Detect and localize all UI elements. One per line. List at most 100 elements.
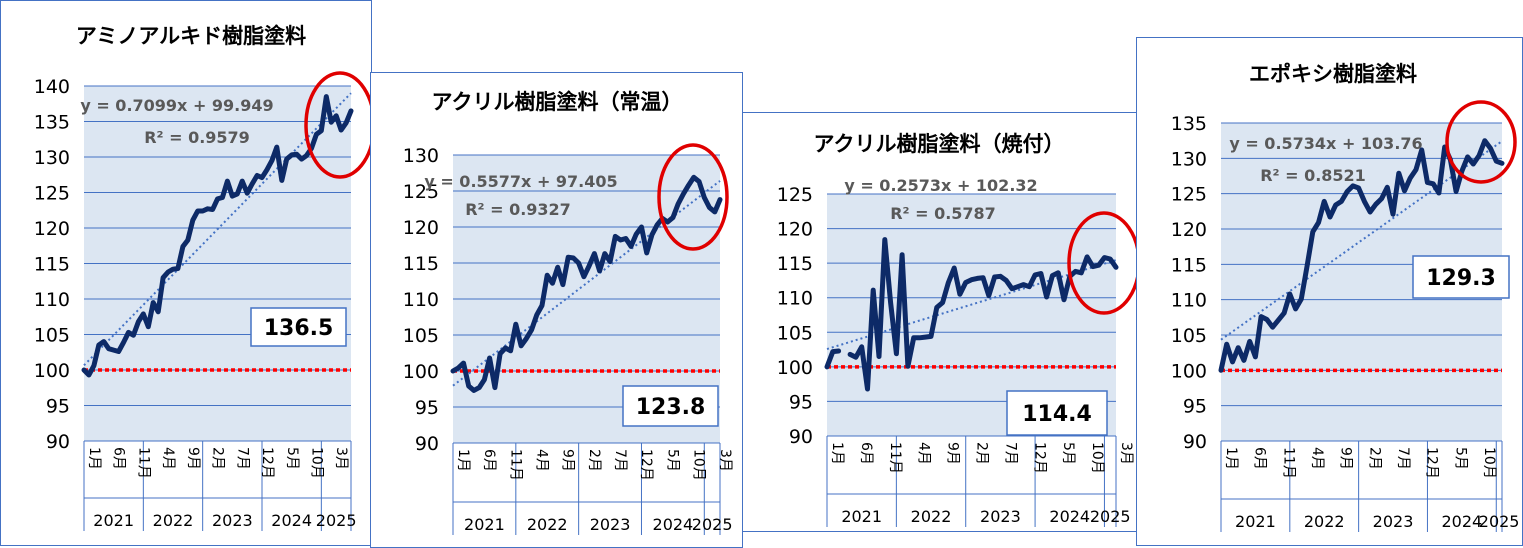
- x-month-tick-label: 11月: [135, 447, 151, 479]
- latest-value-label: 123.8: [636, 395, 706, 420]
- y-tick-label: 130: [34, 147, 70, 169]
- series-line: [824, 237, 1119, 392]
- y-tick-label: 110: [34, 289, 70, 311]
- x-year-label: 2025: [692, 515, 733, 534]
- y-tick-label: 110: [777, 288, 813, 310]
- y-tick-label: 115: [403, 253, 439, 275]
- y-tick-label: 120: [1171, 219, 1207, 241]
- x-month-tick-label: 5月: [664, 449, 680, 472]
- latest-value-box: [1006, 390, 1108, 436]
- y-tick-label: 100: [403, 361, 439, 383]
- x-month-tick-label: 3月: [333, 447, 349, 470]
- y-tick-label: 100: [1171, 360, 1207, 382]
- latest-value-box: [1412, 255, 1510, 299]
- x-month-tick-label: 4月: [1309, 447, 1325, 470]
- y-tick-label: 120: [403, 217, 439, 239]
- y-tick-label: 90: [46, 431, 70, 453]
- x-month-tick-label: 10月: [691, 449, 707, 481]
- y-tick-label: 130: [1171, 148, 1207, 170]
- x-year-label: 2021: [1235, 512, 1276, 531]
- x-year-label: 2022: [527, 515, 568, 534]
- trend-equation: y = 0.2573x + 102.32: [844, 176, 1037, 195]
- x-month-tick-label: 2月: [210, 447, 226, 470]
- chart-panel-epoxy: 90 95 100 105 110 115 120 125 130 135 2021 2022 2023…: [1136, 37, 1523, 546]
- x-month-tick-label: 3月: [1118, 442, 1134, 465]
- y-tick-label: 110: [403, 289, 439, 311]
- x-month-tick-label: 1月: [455, 449, 471, 472]
- x-month-tick-label: 1月: [1223, 447, 1239, 470]
- trend-r-squared: R² = 0.9579: [144, 128, 250, 147]
- y-tick-label: 95: [415, 397, 439, 419]
- x-month-tick-label: 6月: [858, 442, 874, 465]
- y-tick-label: 105: [1171, 325, 1207, 347]
- y-tick-label: 90: [789, 426, 813, 448]
- x-month-tick-label: 6月: [481, 449, 497, 472]
- highlight-ellipse: [1445, 100, 1517, 184]
- chart-svg: 90 95 100 105 110 115 120 125 130 135 140 2021 2022 2…: [34, 24, 370, 531]
- x-month-tick-label: 6月: [111, 447, 127, 470]
- y-tick-label: 95: [46, 396, 70, 418]
- x-month-tick-label: 5月: [1452, 447, 1468, 470]
- x-month-tick-label: 12月: [1424, 447, 1440, 479]
- series-line: [81, 94, 354, 378]
- x-month-tick-label: 3月: [717, 449, 733, 472]
- x-month-tick-label: 12月: [1031, 442, 1047, 474]
- y-tick-label: 95: [789, 391, 813, 413]
- y-tick-label: 120: [777, 219, 813, 241]
- y-tick-label: 90: [1183, 431, 1207, 453]
- x-month-tick-label: 10月: [1481, 447, 1497, 479]
- latest-value-box: [250, 307, 347, 347]
- x-month-tick-label: 9月: [185, 447, 201, 470]
- x-year-label: 2021: [464, 515, 505, 534]
- latest-value-label: 114.4: [1022, 402, 1092, 427]
- chart-panel-amino-alkyd: 90 95 100 105 110 115 120 125 130 135 140 2021 2022 2…: [0, 0, 372, 546]
- x-month-tick-label: 5月: [1060, 442, 1076, 465]
- trend-r-squared: R² = 0.8521: [1260, 166, 1366, 185]
- x-year-label: 2022: [153, 511, 194, 530]
- x-year-label: 2025: [316, 511, 357, 530]
- x-month-tick-label: 9月: [560, 449, 576, 472]
- y-tick-label: 105: [34, 325, 70, 347]
- x-year-label: 2025: [1090, 507, 1131, 526]
- x-month-tick-label: 5月: [284, 447, 300, 470]
- latest-value-box: [622, 385, 719, 427]
- x-month-tick-label: 12月: [259, 447, 275, 479]
- x-month-tick-label: 12月: [638, 449, 654, 481]
- y-tick-label: 125: [403, 181, 439, 203]
- y-tick-label: 105: [403, 325, 439, 347]
- x-month-tick-label: 7月: [612, 449, 628, 472]
- y-tick-label: 105: [777, 322, 813, 344]
- x-month-tick-label: 2月: [1366, 447, 1382, 470]
- chart-title: アクリル樹脂塗料（常温）: [432, 90, 683, 114]
- trend-equation: y = 0.7099x + 99.949: [80, 96, 273, 115]
- chart-svg: 90 95 100 105 110 115 120 125 130 135 2021 2022 2023…: [1171, 62, 1520, 532]
- x-year-label: 2025: [1479, 512, 1520, 531]
- x-year-label: 2024: [1049, 507, 1090, 526]
- highlight-ellipse: [657, 143, 729, 251]
- x-month-tick-label: 7月: [1395, 447, 1411, 470]
- x-month-tick-label: 6月: [1252, 447, 1268, 470]
- series-line: [450, 174, 723, 393]
- y-tick-label: 115: [1171, 254, 1207, 276]
- y-tick-label: 115: [777, 253, 813, 275]
- trend-r-squared: R² = 0.5787: [890, 204, 996, 223]
- x-month-tick-label: 1月: [86, 447, 102, 470]
- y-tick-label: 135: [1171, 113, 1207, 135]
- chart-panel-acrylic-ambient: 90 95 100 105 110 115 120 125 130 2021 2022 2023 202…: [370, 72, 743, 548]
- x-year-label: 2024: [653, 515, 694, 534]
- highlight-ellipse: [304, 71, 370, 179]
- x-month-tick-label: 11月: [887, 442, 903, 474]
- x-year-label: 2023: [980, 507, 1021, 526]
- trend-equation: y = 0.5734x + 103.76: [1229, 134, 1422, 153]
- y-tick-label: 120: [34, 218, 70, 240]
- x-year-label: 2024: [271, 511, 312, 530]
- trendline: [83, 92, 352, 367]
- chart-svg: 90 95 100 105 110 115 120 125 2021 2022 2023 2024 20…: [777, 132, 1136, 527]
- x-month-tick-label: 1月: [829, 442, 845, 465]
- y-tick-label: 140: [34, 76, 70, 98]
- x-month-tick-label: 4月: [916, 442, 932, 465]
- latest-value-label: 136.5: [264, 316, 334, 341]
- x-month-tick-label: 2月: [586, 449, 602, 472]
- y-tick-label: 90: [415, 433, 439, 455]
- chart-panel-acrylic-baking: 90 95 100 105 110 115 120 125 2021 2022 2023 2024 20…: [742, 112, 1138, 532]
